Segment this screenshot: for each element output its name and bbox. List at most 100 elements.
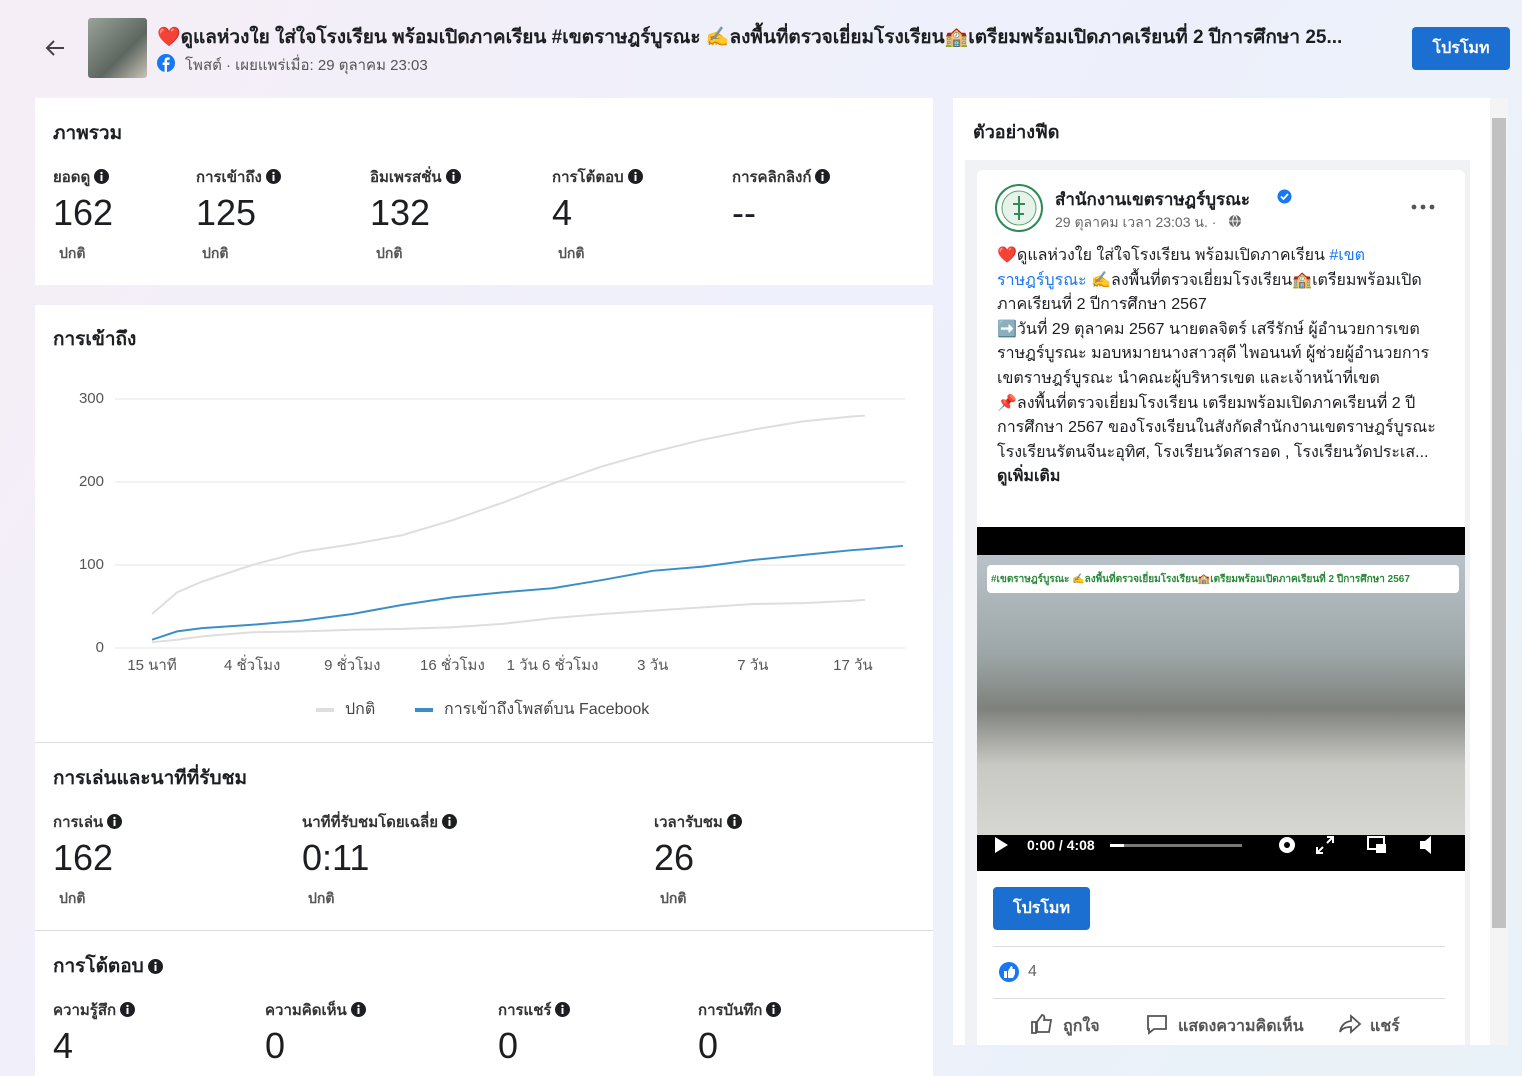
section-title: การเข้าถึง (53, 329, 137, 350)
metric-label: การคลิกลิงก์ (732, 165, 831, 189)
metric-label: การเล่น (53, 810, 123, 834)
info-dot (451, 171, 455, 175)
metric-status: ปกติ (660, 890, 687, 906)
info-icon (766, 1002, 782, 1017)
x-tick-label: 17 วัน (833, 657, 873, 674)
metric-label-text: อิมเพรสชั่น (370, 169, 442, 186)
video-frame (977, 555, 1465, 835)
info-stem (561, 1008, 564, 1014)
info-icon (120, 1002, 136, 1017)
comment-icon (1147, 1015, 1167, 1035)
scrollbar[interactable] (1490, 98, 1508, 1045)
metric-value: 0 (498, 1025, 519, 1066)
metric-label-text: นาทีที่รับชมโดยเฉลี่ย (302, 814, 439, 831)
line (151, 544, 904, 641)
metric-status: ปกติ (59, 245, 86, 261)
metric-label: ยอดดู (53, 165, 110, 189)
info-stem (357, 1008, 360, 1014)
reaction-count[interactable]: 4 (1028, 963, 1037, 980)
metric-label: การเข้าถึง (196, 165, 281, 189)
page-name[interactable]: สำนักงานเขตราษฎร์บูรณะ (1055, 190, 1251, 209)
like-reaction-icon (999, 962, 1019, 982)
info-stem (126, 1008, 129, 1014)
info-dot (154, 961, 157, 965)
info-icon (555, 1002, 571, 1017)
back-arrow[interactable] (44, 38, 68, 58)
info-icon (726, 814, 742, 829)
text: 📌ลงพื้นที่ตรวจเยี่ยมโรงเรียน เตรียมพร้อม… (997, 394, 1436, 461)
info-icon (445, 169, 461, 184)
x-tick-label: 7 วัน (737, 657, 768, 674)
y-tick-label: 0 (96, 639, 104, 656)
line (151, 414, 866, 615)
info-stem (772, 1008, 775, 1014)
info-icon (107, 814, 123, 829)
metric-value: 4 (552, 192, 573, 233)
info-stem (733, 820, 736, 826)
more-options[interactable] (1411, 202, 1435, 212)
metric-status: ปกติ (558, 245, 585, 261)
metric-value: 162 (53, 837, 114, 878)
see-more[interactable]: ดูเพิ่มเติม (997, 468, 1061, 486)
metric-label: เวลารับชม (654, 810, 742, 834)
info-stem (448, 820, 451, 826)
post-title: ❤️ดูแลห่วงใย ใส่ใจโรงเรียน พร้อมเปิดภาคเ… (157, 27, 1343, 48)
post-thumbnail (88, 18, 147, 78)
metric-label-text: การโต้ตอบ (552, 169, 624, 186)
metric-value: 0:11 (302, 837, 370, 878)
info-dot (126, 1004, 129, 1008)
metric-label-text: การแชร์ (498, 1002, 552, 1019)
metric-status: ปกติ (308, 890, 335, 906)
section-title: การโต้ตอบ (53, 951, 163, 981)
info-stem (821, 175, 824, 181)
line-lower (151, 598, 866, 644)
text: ❤️ดูแลห่วงใย ใส่ใจโรงเรียน พร้อมเปิดภาคเ… (997, 247, 1325, 264)
text: ✍️ลงพื้นที่ตรวจเยี่ยมโรงเรียน🏫เตรียมพร้อ… (997, 271, 1422, 314)
info-dot (733, 816, 736, 820)
info-stem (154, 965, 157, 971)
share-icon (1339, 1013, 1362, 1035)
page-avatar (995, 184, 1043, 232)
hashtag[interactable]: #เขตราษฎร์บูรณะ (997, 247, 1366, 289)
x-tick-label: 1 วัน 6 ชั่วโมง (507, 654, 599, 674)
metric-value: 132 (370, 192, 431, 233)
like-icon (1031, 1014, 1053, 1034)
legend-label: ปกติ (345, 701, 375, 718)
metric-label-text: การคลิกลิงก์ (732, 169, 812, 186)
verified-badge (1277, 189, 1292, 204)
metric-label: อิมเพรสชั่น (370, 165, 461, 189)
metric-label-text: ความรู้สึก (53, 1002, 117, 1019)
metric-value: 162 (53, 192, 114, 233)
overview-card (35, 98, 933, 285)
info-icon (94, 169, 110, 184)
divider (35, 930, 933, 931)
info-dot (772, 1004, 776, 1008)
metric-label: การแชร์ (498, 998, 571, 1022)
metric-status: ปกติ (59, 890, 86, 906)
x-tick-label: 4 ชั่วโมง (224, 654, 280, 674)
metric-label-text: ยอดดู (53, 169, 91, 186)
facebook-icon (157, 54, 175, 72)
metric-value: 4 (53, 1025, 74, 1066)
info-stem (100, 175, 103, 181)
scrollbar-thumb[interactable] (1492, 118, 1506, 928)
info-icon (627, 169, 643, 184)
metric-label: การโต้ตอบ (552, 165, 643, 189)
info-icon (350, 1002, 366, 1017)
info-dot (100, 171, 103, 175)
info-stem (113, 820, 116, 826)
metric-label: ความรู้สึก (53, 998, 136, 1022)
like-button[interactable]: ถูกใจ (1063, 1018, 1100, 1035)
info-icon (442, 814, 458, 829)
share-button[interactable]: แชร์ (1370, 1018, 1400, 1035)
metric-label: ความคิดเห็น (265, 998, 366, 1022)
promote-button[interactable]: โปรโมท (1412, 27, 1510, 70)
divider (993, 998, 1445, 999)
globe-icon (1229, 214, 1241, 228)
info-dot (821, 171, 825, 175)
comment-button[interactable]: แสดงความคิดเห็น (1178, 1018, 1304, 1035)
metric-value: 26 (654, 837, 695, 878)
video-controls[interactable] (990, 833, 1460, 858)
promote-button[interactable]: โปรโมท (993, 887, 1090, 930)
